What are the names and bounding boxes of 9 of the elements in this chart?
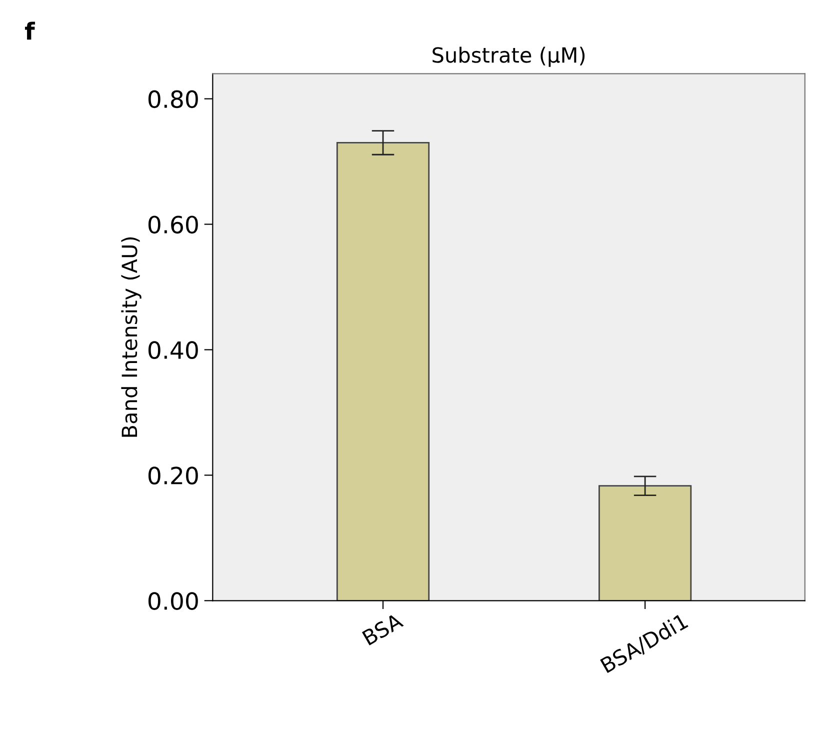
- x-tick-label: BSA: [362, 612, 404, 646]
- text: f: [24, 22, 36, 40]
- y-axis-title: Band Intensity (AU): [121, 237, 142, 437]
- y-tick-label: 0.00: [148, 592, 198, 610]
- y-tick-label: 0.40: [148, 341, 198, 360]
- y-tick-label: 0.80: [148, 90, 198, 108]
- y-tick-label: 0.20: [148, 466, 198, 484]
- y-tick-label: 0.60: [148, 216, 198, 234]
- chart-title: Substrate (µM): [432, 46, 585, 67]
